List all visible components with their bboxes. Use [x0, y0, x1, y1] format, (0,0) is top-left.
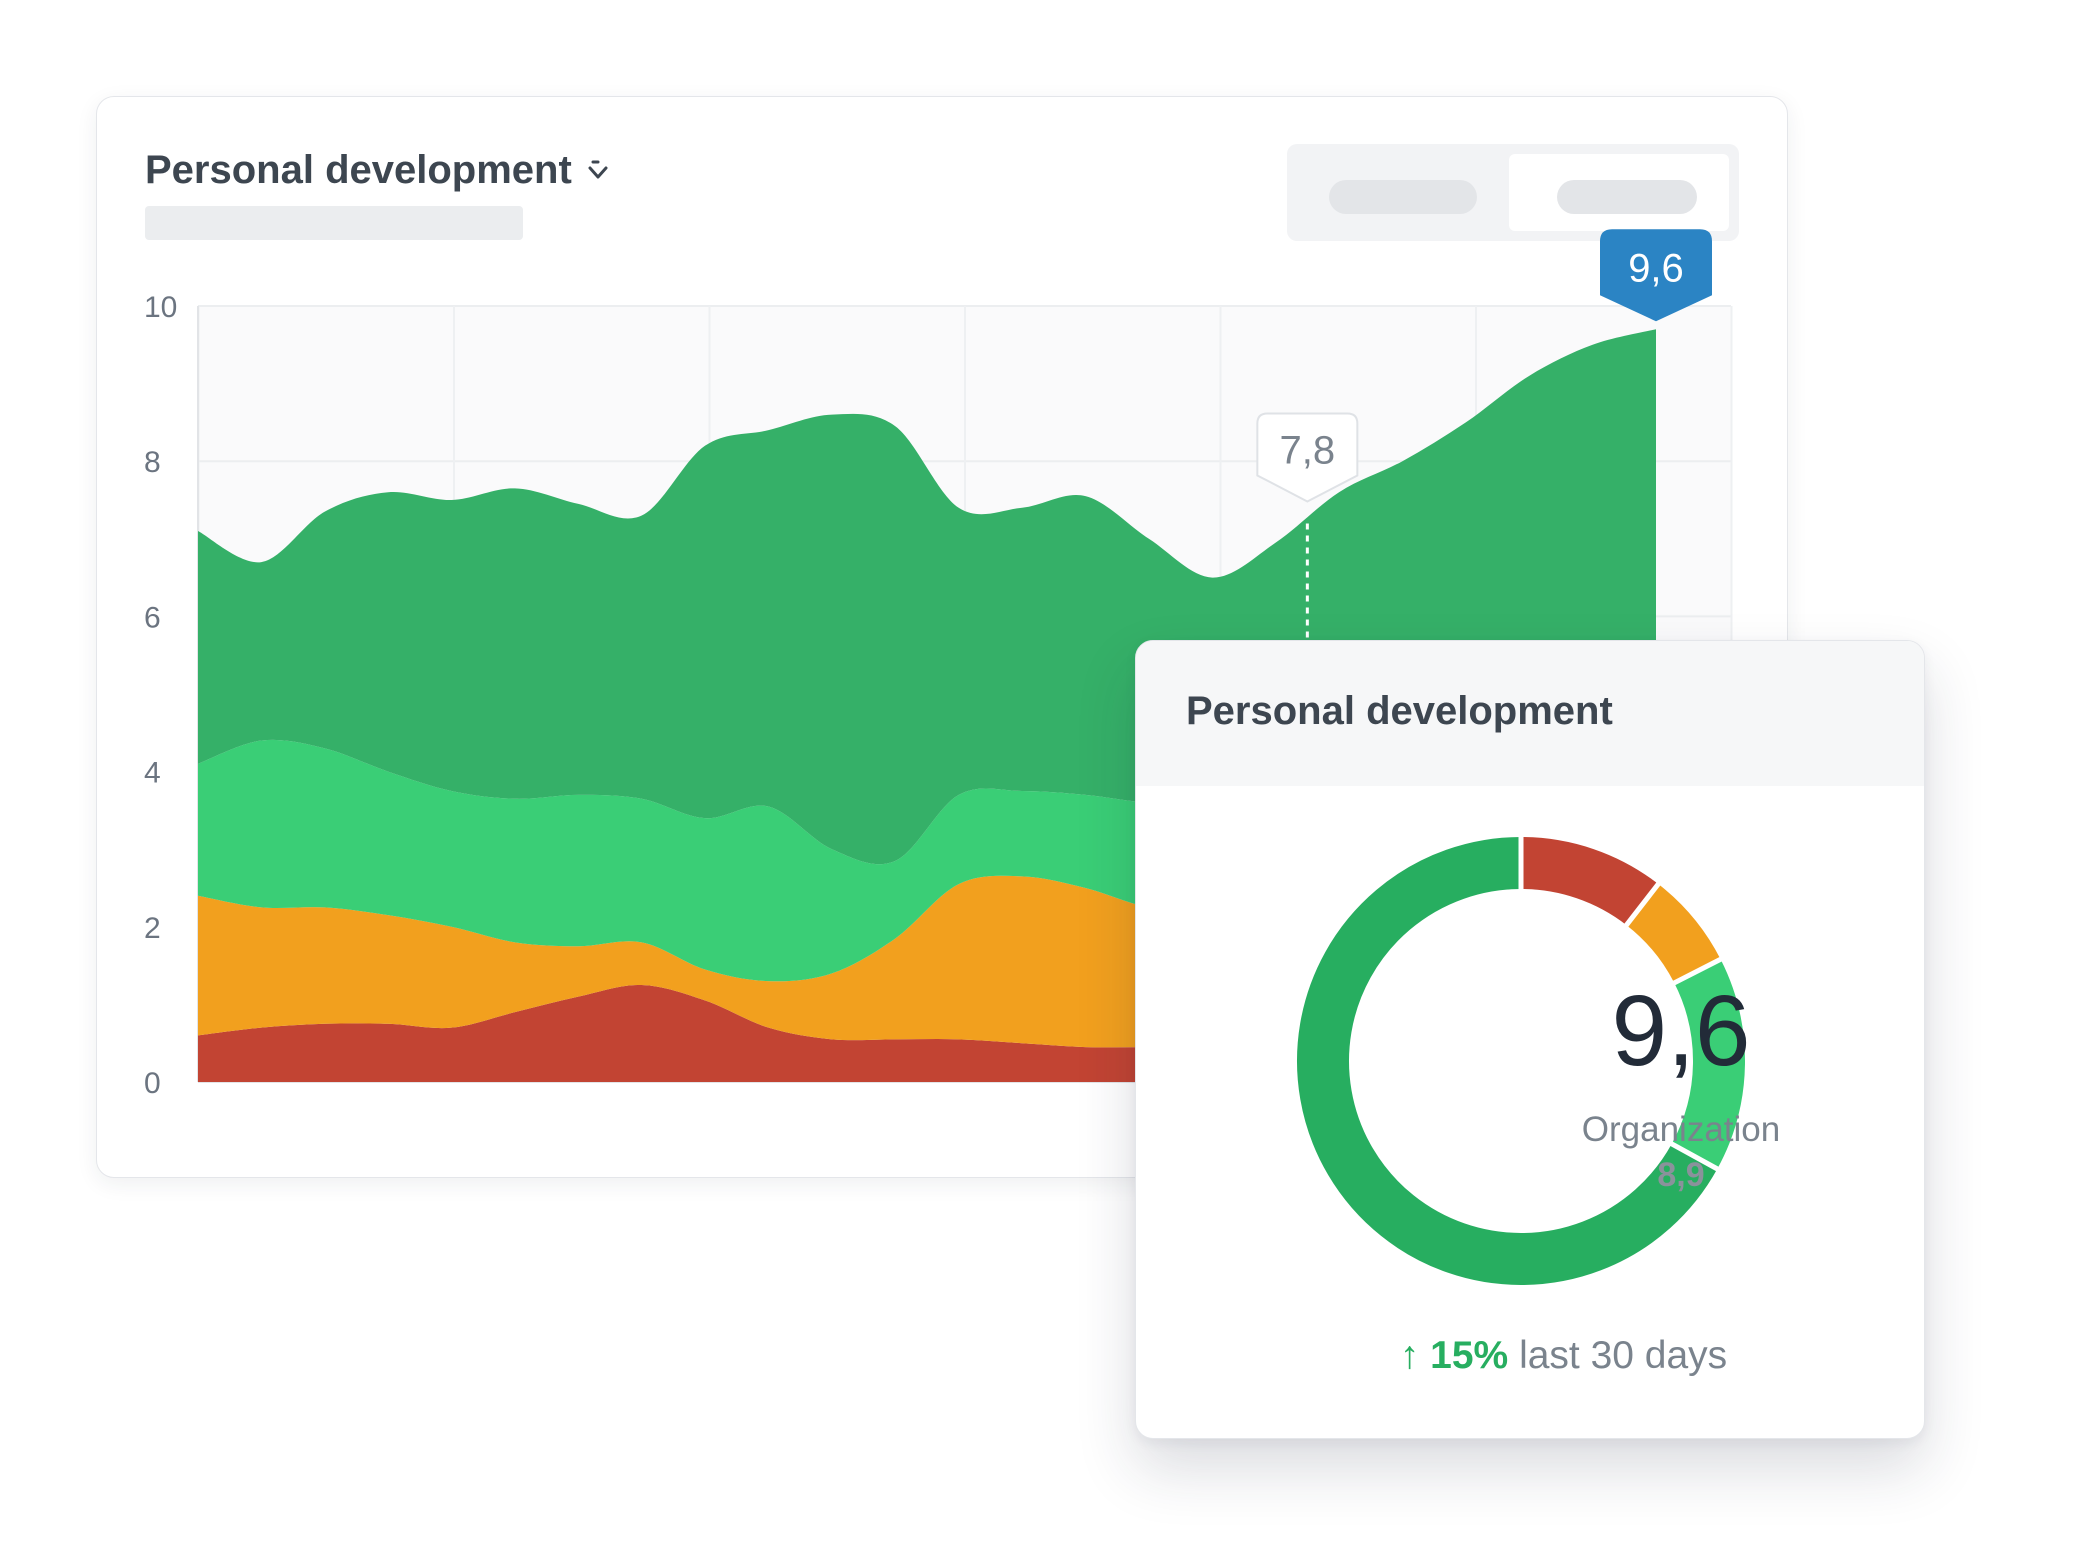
organization-score: 8,9 [1657, 1156, 1705, 1194]
trend-up-arrow-icon: ↑ [1399, 1334, 1420, 1377]
score-label: Organization [1581, 1110, 1781, 1149]
y-tick-label: 4 [144, 757, 161, 790]
y-axis: 0 2 4 6 8 10 [144, 291, 177, 1100]
y-tick-label: 6 [144, 601, 161, 634]
toggle-option-first[interactable] [1297, 154, 1503, 231]
donut-card-title: Personal development [1186, 689, 1613, 733]
value-marker-badge [1256, 412, 1359, 503]
y-tick-label: 8 [144, 446, 161, 479]
donut-separator [1668, 1140, 1721, 1173]
donut-separator [1623, 880, 1662, 929]
donut-segment-4 [1297, 837, 1718, 1285]
chevron-down-glyph [588, 160, 608, 179]
y-tick-label: 0 [144, 1067, 161, 1100]
donut-chart [1297, 835, 1745, 1285]
value-marker: 9,6 [1600, 229, 1712, 322]
donut-segment-3 [1671, 959, 1745, 1169]
y-tick-label: 10 [144, 291, 177, 324]
value-marker-label: 9,6 [1628, 246, 1684, 290]
donut-score-card: Personal development 9,6 Organization 8,… [1135, 640, 1925, 1439]
trend-summary: ↑ 15% last 30 days [1136, 1331, 1924, 1381]
score-value: 9,6 [1611, 975, 1751, 1087]
trend-percent: 15% [1430, 1334, 1509, 1377]
chevron-down-icon[interactable] [583, 153, 613, 189]
toggle-option-second[interactable] [1509, 154, 1729, 231]
subtitle-placeholder [145, 206, 523, 240]
donut-card-header: Personal development [1136, 641, 1924, 786]
trend-period: last 30 days [1519, 1334, 1728, 1377]
donut-segment-1 [1520, 837, 1659, 926]
donut-segment-2 [1625, 884, 1721, 984]
y-tick-label: 2 [144, 912, 161, 945]
donut-separator [1671, 956, 1724, 987]
value-marker-label: 7,8 [1280, 428, 1336, 472]
period-toggle [1287, 144, 1739, 241]
toggle-option-second-placeholder [1557, 180, 1697, 214]
toggle-option-first-placeholder [1329, 180, 1477, 214]
chart-title: Personal development [145, 148, 572, 192]
value-marker-badge [1600, 229, 1712, 322]
